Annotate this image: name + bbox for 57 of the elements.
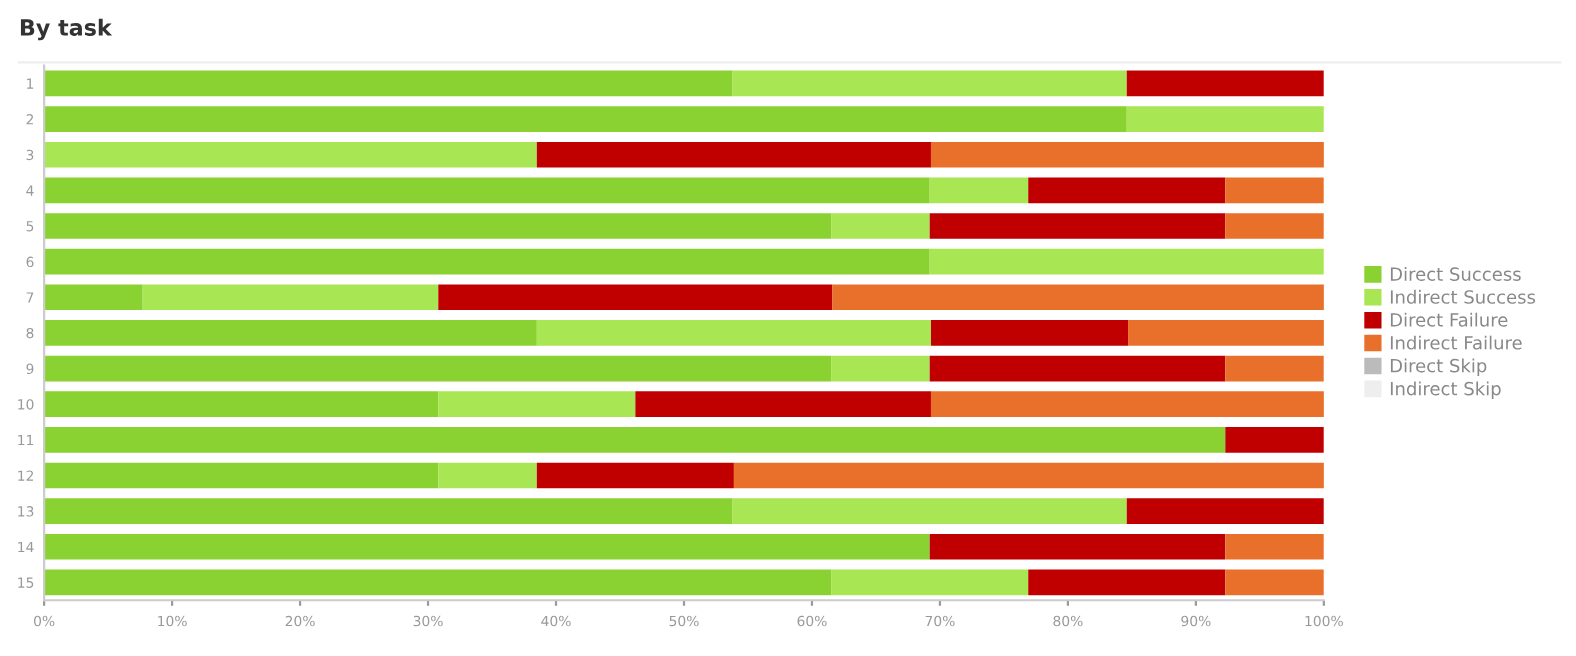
bar bbox=[929, 213, 1226, 239]
bar bbox=[929, 177, 1029, 204]
bar bbox=[1126, 498, 1324, 524]
bar bbox=[44, 462, 439, 489]
bar bbox=[831, 213, 930, 239]
bar bbox=[930, 320, 1129, 346]
legend-label: Direct Skip bbox=[1390, 358, 1487, 376]
bar bbox=[929, 355, 1226, 382]
bar bbox=[732, 70, 1127, 97]
bar bbox=[930, 141, 1324, 168]
bar bbox=[1126, 106, 1324, 132]
legend-label: Indirect Skip bbox=[1390, 381, 1501, 399]
bar bbox=[44, 355, 832, 382]
bar bbox=[1225, 177, 1324, 204]
bar bbox=[733, 462, 1324, 489]
bar bbox=[44, 177, 930, 204]
legend-label: Direct Failure bbox=[1390, 312, 1508, 327]
legend-label: Indirect Success bbox=[1390, 289, 1536, 304]
chart-title: By task bbox=[20, 18, 113, 41]
bar bbox=[44, 498, 733, 524]
bar bbox=[1225, 213, 1324, 239]
bar bbox=[930, 391, 1324, 418]
bar bbox=[44, 427, 1226, 453]
bar bbox=[1225, 427, 1324, 453]
bar bbox=[44, 248, 930, 275]
bar bbox=[732, 498, 1127, 524]
bar bbox=[1028, 569, 1226, 596]
bar bbox=[44, 106, 1127, 132]
bar bbox=[44, 533, 930, 560]
bar bbox=[929, 533, 1226, 560]
bar bbox=[536, 462, 734, 489]
bar bbox=[1225, 533, 1324, 560]
bar bbox=[44, 284, 143, 311]
bar bbox=[536, 141, 931, 168]
bar bbox=[438, 391, 636, 418]
bar bbox=[832, 284, 1324, 311]
bar bbox=[929, 248, 1324, 275]
bar bbox=[44, 391, 439, 418]
bar bbox=[1128, 320, 1324, 346]
bar bbox=[831, 569, 1029, 596]
bar bbox=[1225, 569, 1324, 596]
bar bbox=[44, 320, 537, 346]
bar bbox=[635, 391, 931, 418]
bar bbox=[44, 569, 832, 596]
bar bbox=[438, 462, 537, 489]
bar bbox=[438, 284, 833, 311]
bar bbox=[44, 141, 537, 168]
legend-label: Indirect Failure bbox=[1390, 335, 1522, 350]
bar bbox=[536, 320, 931, 346]
bar bbox=[142, 284, 439, 311]
legend-label: Direct Success bbox=[1390, 266, 1521, 281]
bar bbox=[831, 355, 930, 382]
bar bbox=[44, 213, 832, 239]
bar bbox=[44, 70, 733, 97]
bar bbox=[1126, 70, 1324, 97]
bar bbox=[1028, 177, 1226, 204]
bar bbox=[1225, 355, 1324, 382]
